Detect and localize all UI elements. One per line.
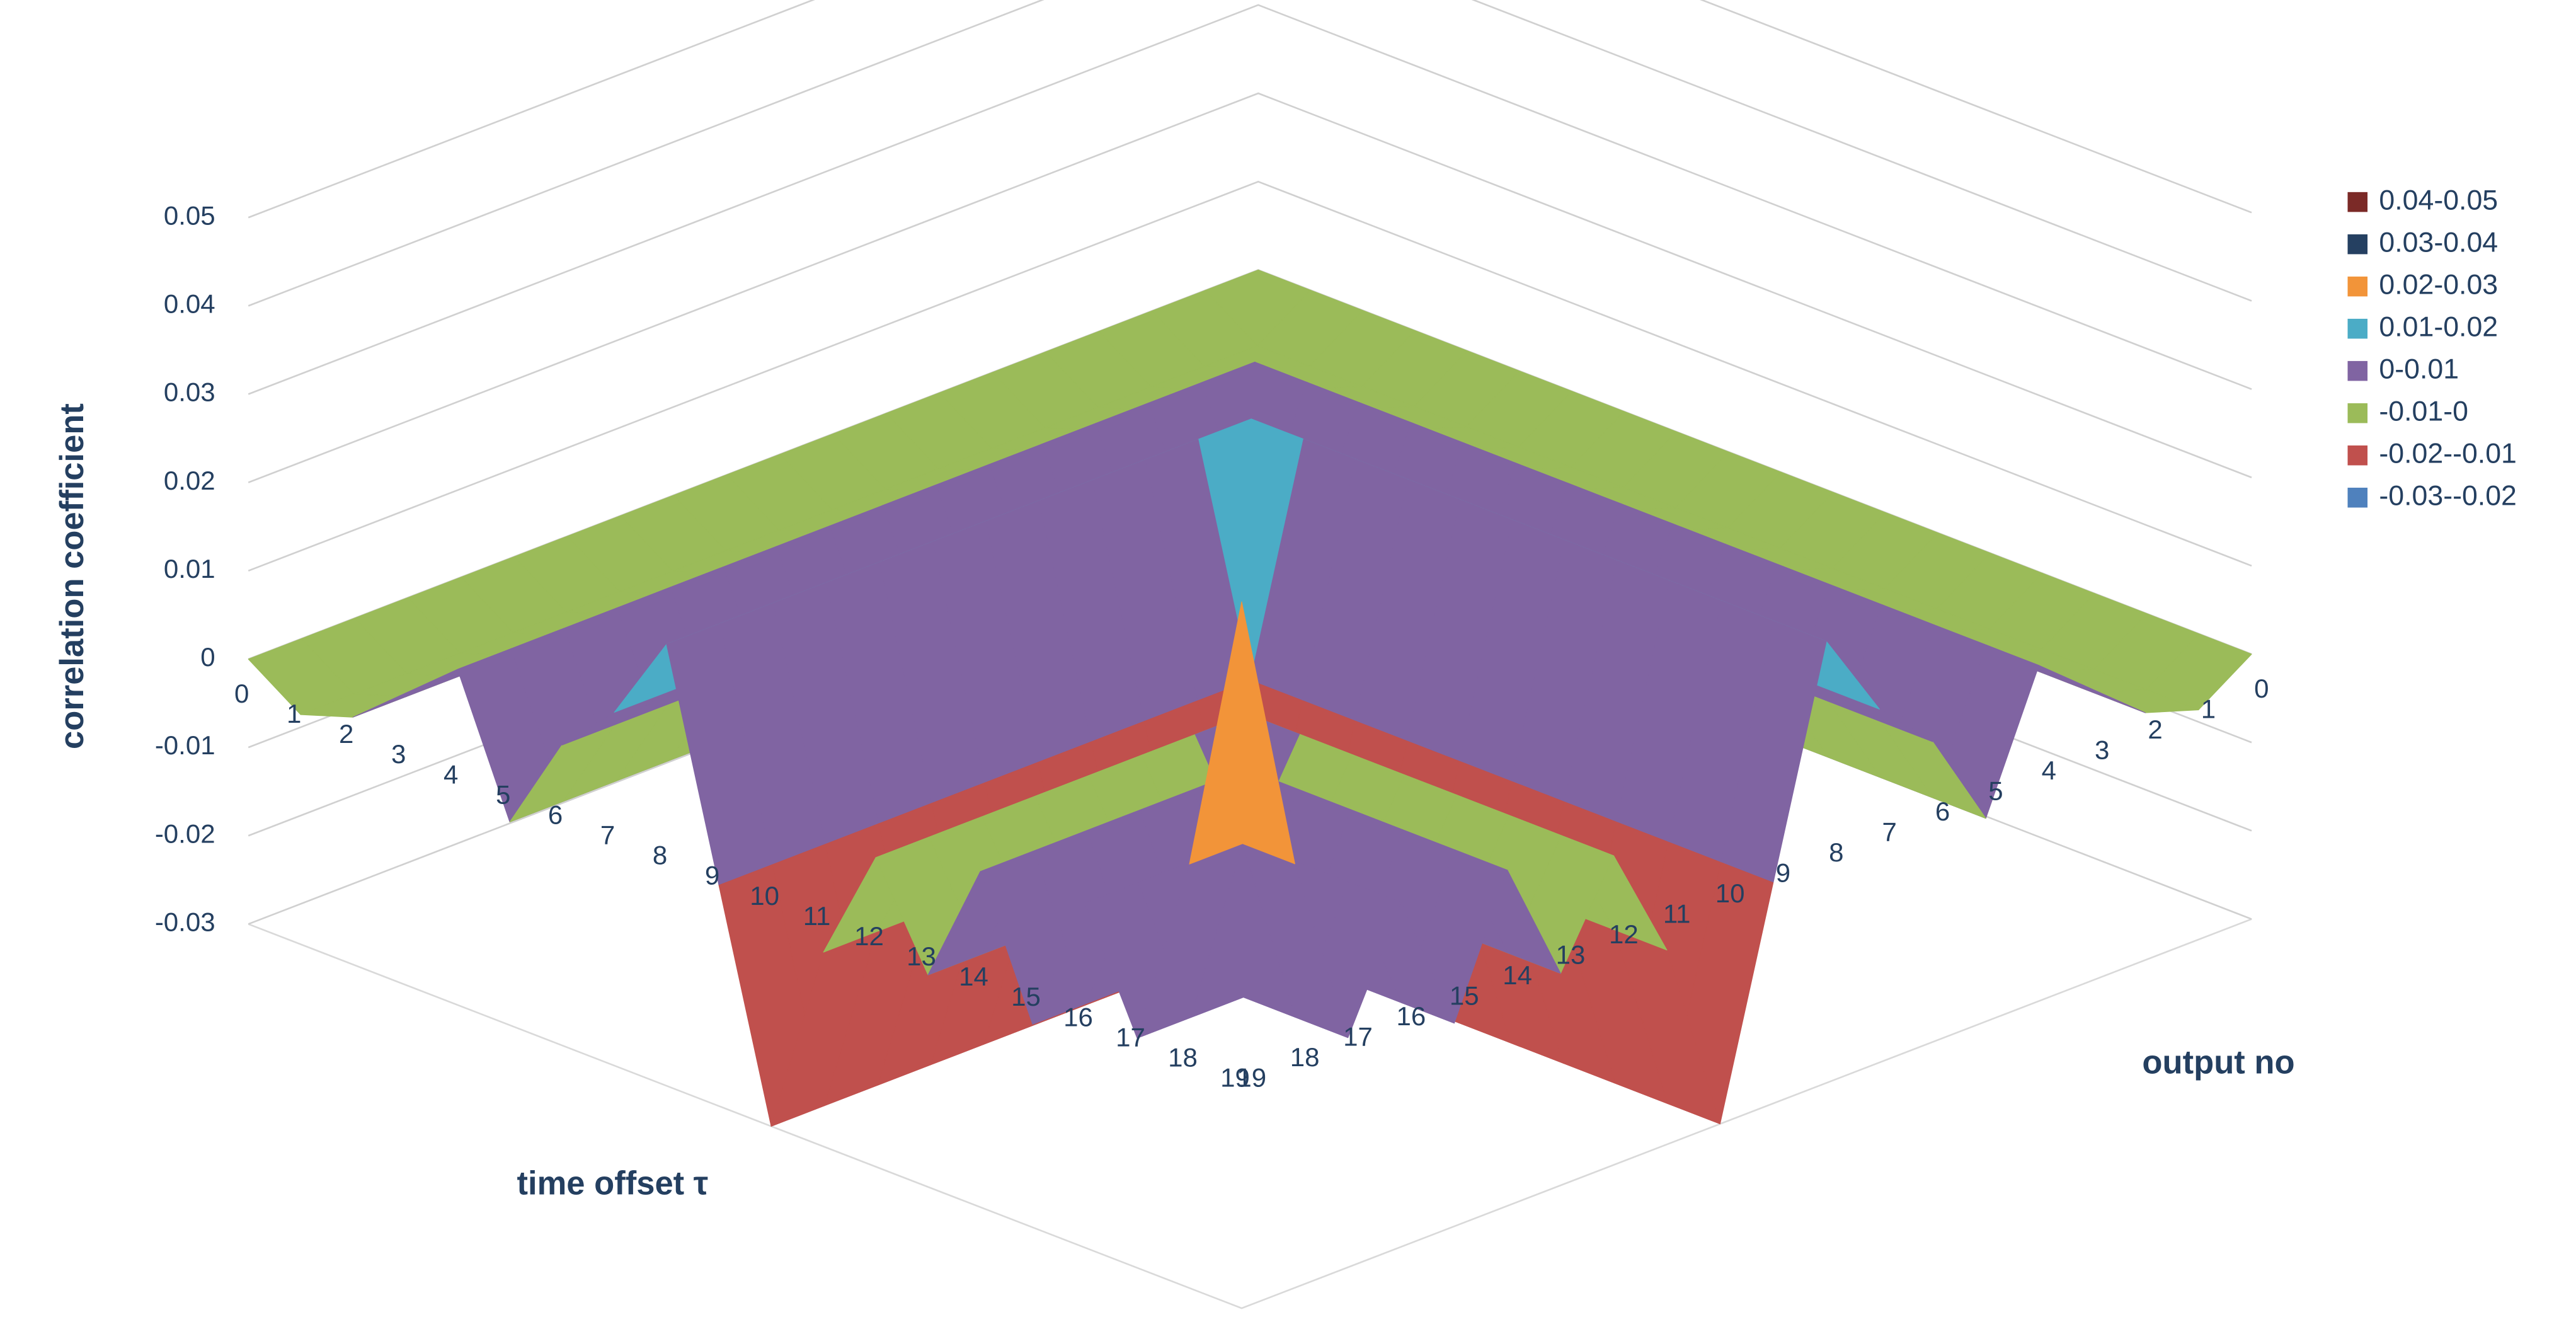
- x-tick-label: 17: [1116, 1022, 1145, 1052]
- z-axis-title: correlation coefficient: [54, 403, 91, 749]
- y-tick-label: 3: [2095, 735, 2109, 765]
- y-tick-label: 5: [1988, 776, 2003, 806]
- legend-label: 0-0.01: [2379, 354, 2459, 384]
- surface-patch: [1189, 601, 1295, 865]
- x-tick-label: 18: [1168, 1043, 1198, 1072]
- legend-swatch: [2347, 234, 2368, 255]
- y-tick-label: 8: [1829, 837, 1843, 867]
- z-tick-label: 0: [200, 642, 215, 672]
- x-tick-label: 7: [600, 820, 615, 850]
- y-tick-label: 17: [1343, 1022, 1373, 1052]
- y-tick-label: 16: [1397, 1001, 1426, 1031]
- y-tick-label: 0: [2254, 674, 2269, 703]
- x-tick-label: 14: [959, 962, 988, 991]
- y-tick-label: 14: [1503, 960, 1532, 990]
- x-tick-label: 15: [1011, 982, 1041, 1011]
- grid-line: [248, 0, 2252, 307]
- z-tick-label: 0.04: [164, 289, 215, 318]
- x-tick-label: 9: [705, 861, 719, 890]
- z-tick-label: 0.03: [164, 377, 215, 407]
- x-tick-label: 6: [548, 800, 563, 829]
- legend-label: 0.03-0.04: [2379, 227, 2498, 258]
- x-tick-label: 3: [391, 739, 406, 769]
- plot: correlation coefficient time offset τ ou…: [54, 0, 2517, 1309]
- y-tick-label: 9: [1776, 858, 1790, 888]
- y-tick-label: 18: [1290, 1042, 1320, 1072]
- x-tick-label: 11: [803, 901, 831, 931]
- x-tick-label: 0: [234, 679, 249, 708]
- labels: correlation coefficient time offset τ ou…: [54, 185, 2517, 1202]
- floor-edge: [248, 918, 2252, 1309]
- x-tick-label: 12: [854, 921, 884, 951]
- legend-swatch: [2347, 360, 2368, 381]
- legend-label: 0.02-0.03: [2379, 269, 2498, 300]
- y-tick-label: 15: [1450, 981, 1479, 1011]
- legend-label: -0.01-0: [2379, 396, 2468, 427]
- x-tick-label: 19: [1220, 1063, 1250, 1093]
- y-tick-label: 1: [2201, 694, 2216, 724]
- x-tick-label: 10: [750, 881, 779, 911]
- z-tick-label: 0.01: [164, 554, 215, 584]
- x-axis-title: time offset τ: [517, 1165, 708, 1202]
- legend-label: 0.04-0.05: [2379, 185, 2498, 216]
- y-tick-label: 13: [1556, 940, 1586, 970]
- legend-label: -0.02--0.01: [2379, 438, 2516, 469]
- x-tick-label: 4: [444, 759, 458, 789]
- grid-line: [248, 0, 2252, 219]
- legend-swatch: [2347, 192, 2368, 212]
- grid-line: [248, 180, 2252, 572]
- surface: [248, 269, 2252, 1127]
- y-tick-label: 12: [1609, 919, 1639, 949]
- z-tick-label: -0.03: [155, 907, 215, 937]
- x-tick-label: 5: [496, 779, 510, 809]
- x-tick-label: 1: [287, 699, 301, 728]
- legend-label: -0.03--0.02: [2379, 481, 2516, 512]
- y-tick-label: 10: [1715, 878, 1745, 908]
- z-tick-label: 0.05: [164, 200, 215, 230]
- z-tick-label: -0.01: [155, 730, 215, 760]
- y-tick-label: 4: [2042, 756, 2056, 785]
- legend-swatch: [2347, 403, 2368, 423]
- legend-swatch: [2347, 276, 2368, 297]
- legend-swatch: [2347, 318, 2368, 339]
- y-tick-label: 6: [1935, 796, 1950, 826]
- x-tick-label: 13: [907, 941, 936, 971]
- x-tick-label: 2: [339, 719, 353, 749]
- y-tick-label: 7: [1882, 817, 1897, 847]
- grid-line: [248, 4, 2252, 395]
- legend-label: 0.01-0.02: [2379, 311, 2498, 342]
- z-tick-label: 0.02: [164, 466, 215, 495]
- y-tick-label: 11: [1663, 899, 1691, 929]
- y-tick-label: 2: [2148, 715, 2162, 744]
- x-tick-label: 8: [653, 841, 667, 870]
- y-tick-label: 19: [1237, 1063, 1266, 1093]
- legend-swatch: [2347, 445, 2368, 466]
- grid-line: [248, 92, 2252, 483]
- x-tick-label: 16: [1063, 1002, 1093, 1032]
- y-axis-title: output no: [2142, 1044, 2294, 1081]
- legend-swatch: [2347, 487, 2368, 508]
- z-tick-label: -0.02: [155, 819, 215, 848]
